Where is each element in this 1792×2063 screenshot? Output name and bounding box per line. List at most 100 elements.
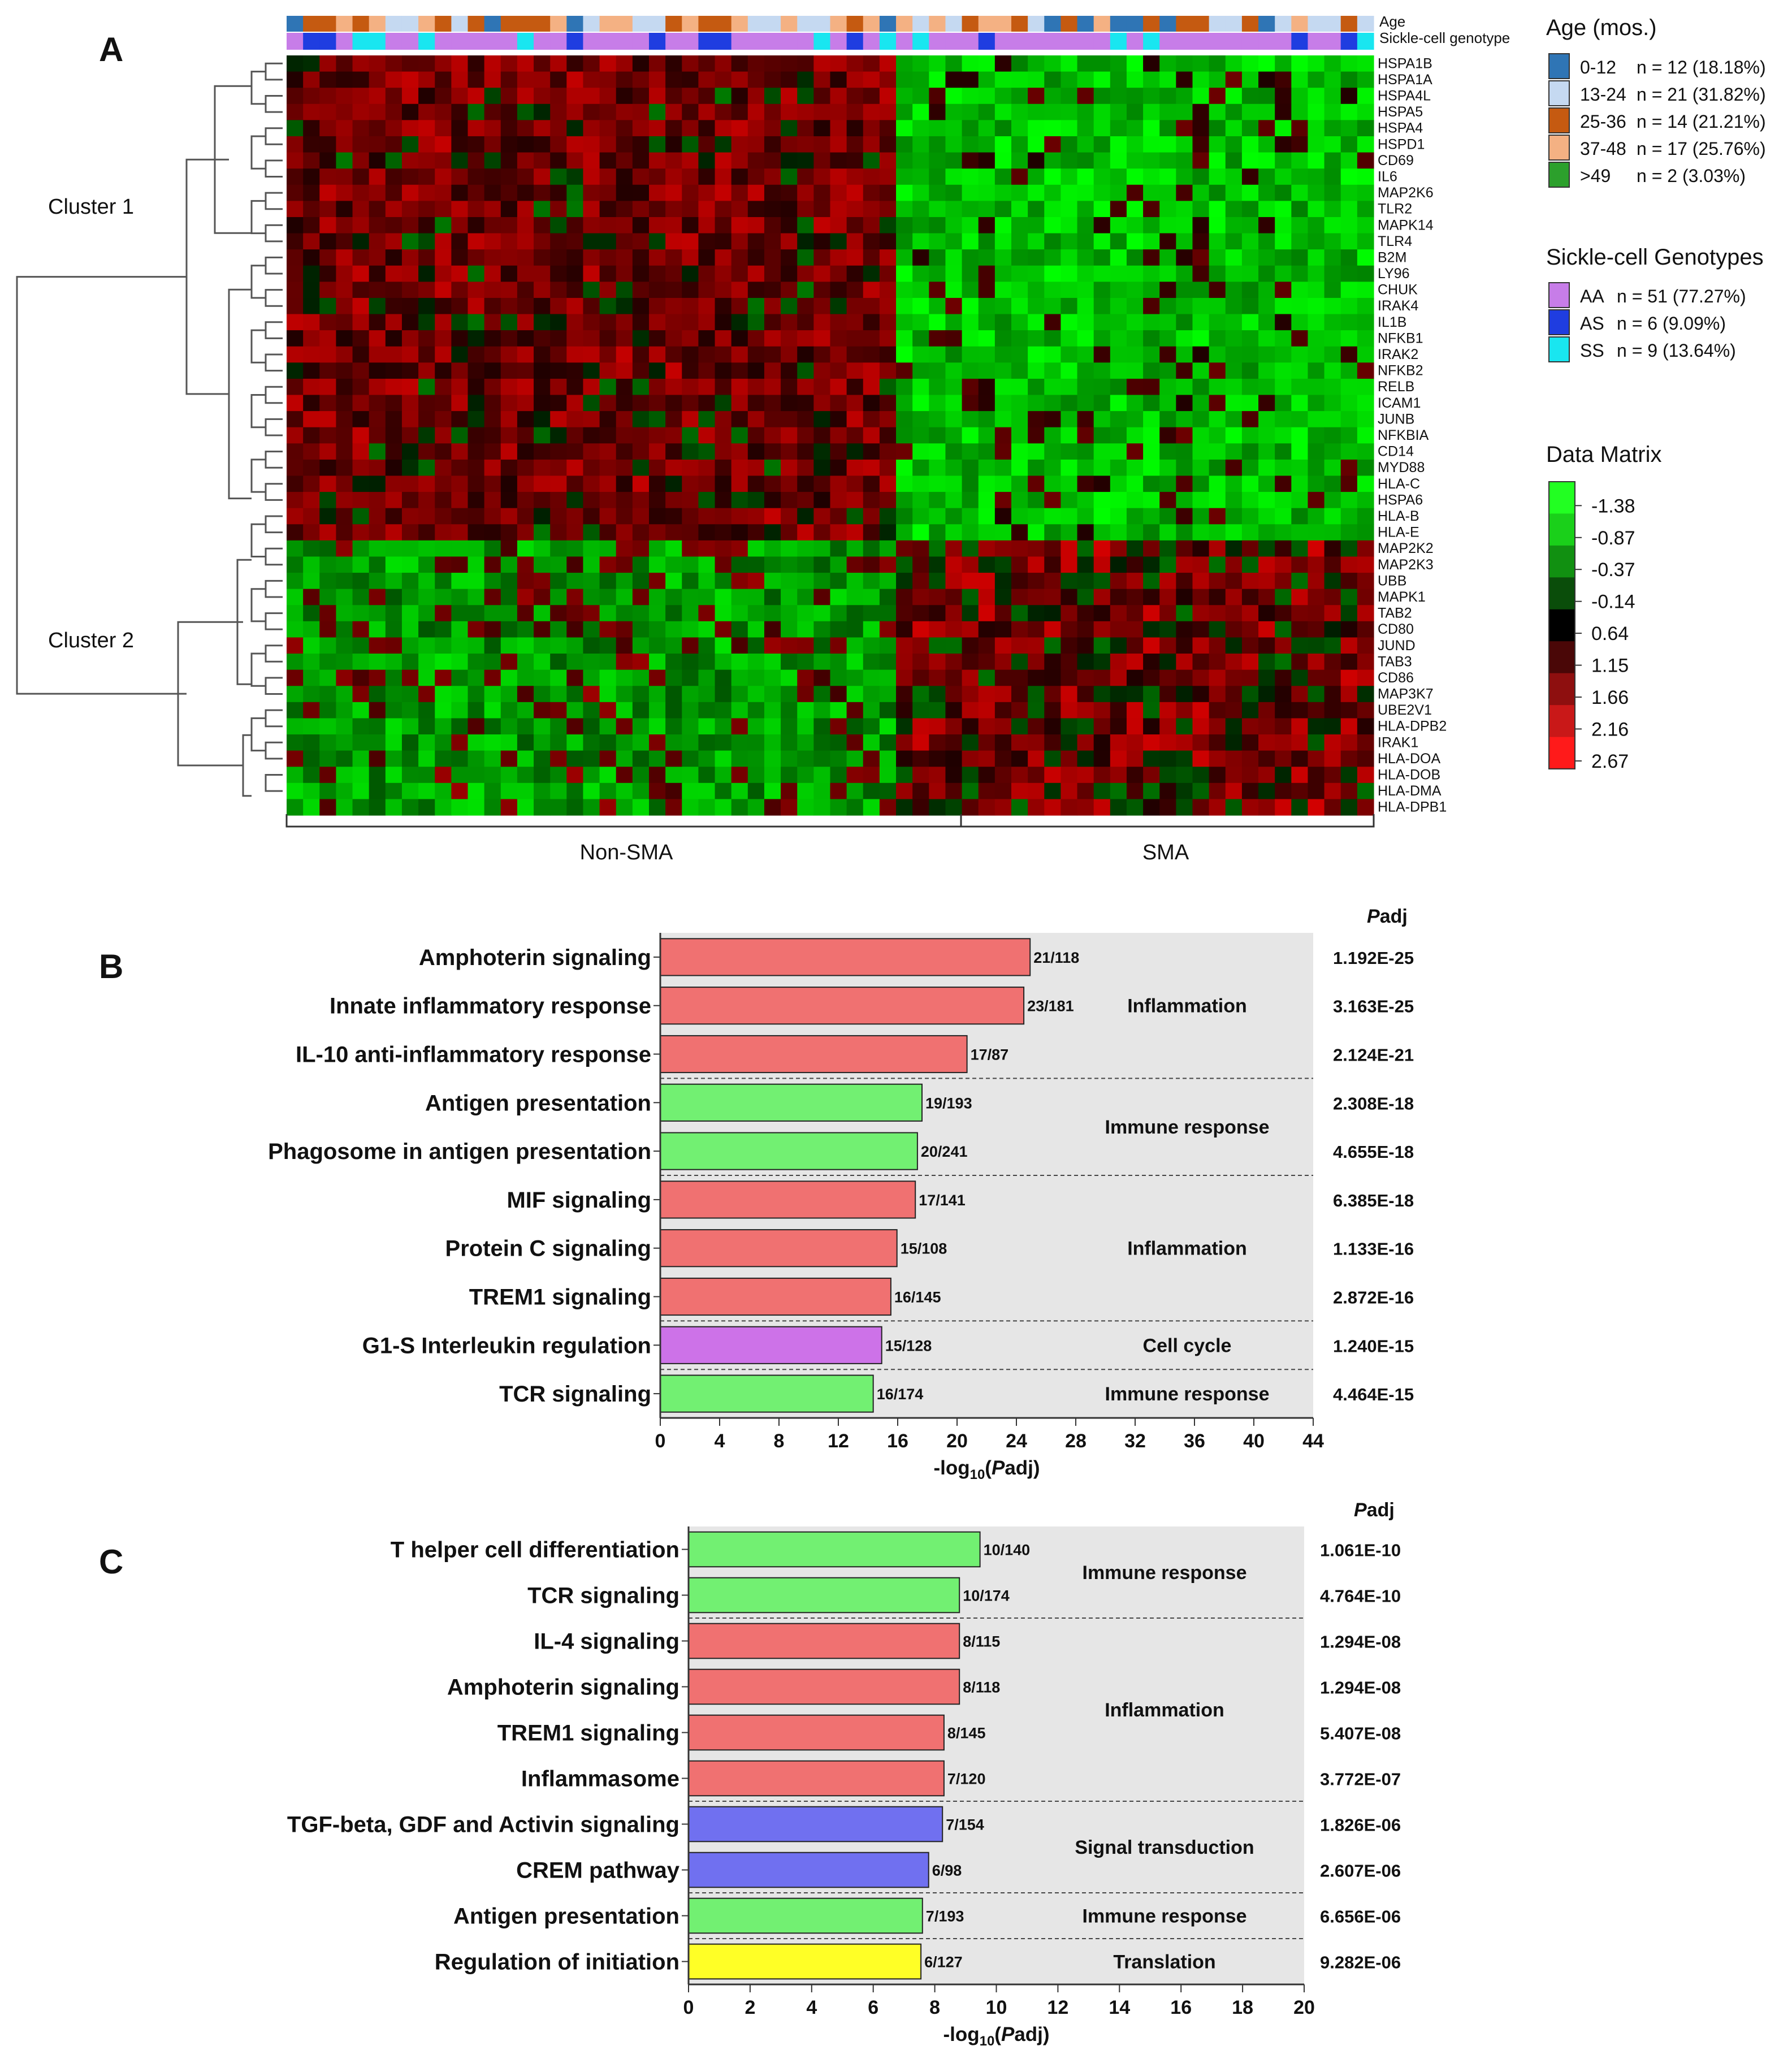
heatmap-cell bbox=[698, 378, 716, 396]
heatmap-cell bbox=[287, 233, 304, 250]
heatmap-cell bbox=[715, 71, 732, 88]
heatmap-cell bbox=[369, 71, 386, 88]
heatmap-cell bbox=[665, 508, 682, 525]
heatmap-cell bbox=[1258, 168, 1275, 185]
genotype-legend-title: Sickle-cell Genotypes bbox=[1546, 245, 1764, 270]
heatmap-cell bbox=[566, 686, 584, 703]
heatmap-cell bbox=[682, 443, 699, 460]
heatmap-cell bbox=[682, 718, 699, 735]
heatmap-cell bbox=[929, 686, 946, 703]
heatmap-cell bbox=[1126, 750, 1144, 767]
heatmap-cell bbox=[550, 249, 567, 266]
heatmap-cell bbox=[369, 605, 386, 622]
heatmap-cell bbox=[896, 782, 913, 800]
heatmap-cell bbox=[813, 378, 831, 396]
heatmap-cell bbox=[1308, 443, 1325, 460]
heatmap-cell bbox=[731, 573, 748, 590]
heatmap-cell bbox=[418, 524, 435, 541]
heatmap-cell bbox=[1340, 621, 1358, 638]
heatmap-cell bbox=[912, 378, 929, 396]
heatmap-cell bbox=[731, 637, 748, 654]
heatmap-cell bbox=[945, 411, 963, 428]
heatmap-cell bbox=[715, 136, 732, 153]
heatmap-cell bbox=[715, 443, 732, 460]
heatmap-cell bbox=[1077, 556, 1094, 573]
heatmap-cell bbox=[319, 362, 337, 379]
padj-value: 2.872E-16 bbox=[1333, 1288, 1414, 1308]
heatmap-cell bbox=[1340, 411, 1358, 428]
heatmap-cell bbox=[287, 297, 304, 315]
heatmap-cell bbox=[401, 799, 419, 816]
heatmap-cell bbox=[1110, 589, 1127, 606]
heatmap-cell bbox=[435, 88, 452, 105]
heatmap-cell bbox=[352, 540, 370, 557]
heatmap-cell bbox=[682, 524, 699, 541]
heatmap-cell bbox=[287, 217, 304, 234]
heatmap-cell bbox=[1176, 702, 1193, 719]
heatmap-cell bbox=[418, 378, 435, 396]
heatmap-cell bbox=[599, 346, 617, 363]
heatmap-cell bbox=[287, 346, 304, 363]
age-annotation-cell bbox=[830, 16, 847, 32]
heatmap-cell bbox=[1077, 508, 1094, 525]
heatmap-cell bbox=[1258, 799, 1275, 816]
age-annotation-cell bbox=[1093, 16, 1111, 32]
heatmap-cell bbox=[863, 265, 880, 282]
heatmap-cell bbox=[962, 395, 979, 412]
x-tick-label: 20 bbox=[1293, 1997, 1315, 2018]
heatmap-cell bbox=[336, 540, 353, 557]
heatmap-cell bbox=[632, 217, 650, 234]
heatmap-cell bbox=[879, 152, 897, 169]
heatmap-cell bbox=[303, 459, 320, 477]
heatmap-cell bbox=[1209, 378, 1226, 396]
heatmap-cell bbox=[336, 621, 353, 638]
heatmap-cell bbox=[830, 734, 847, 751]
heatmap-cell bbox=[534, 217, 551, 234]
heatmap-cell bbox=[813, 346, 831, 363]
heatmap-cell bbox=[534, 55, 551, 72]
heatmap-cell bbox=[1357, 217, 1374, 234]
dendrogram-branch bbox=[265, 289, 283, 307]
heatmap-cell bbox=[319, 136, 337, 153]
heatmap-cell bbox=[912, 782, 929, 800]
heatmap-cell bbox=[517, 297, 534, 315]
heatmap-cell bbox=[715, 314, 732, 331]
heatmap-cell bbox=[929, 184, 946, 201]
heatmap-cell bbox=[1061, 168, 1078, 185]
heatmap-cell bbox=[731, 71, 748, 88]
genotype-annotation-cell bbox=[1110, 33, 1127, 50]
heatmap-cell bbox=[369, 120, 386, 137]
heatmap-cell bbox=[369, 346, 386, 363]
heatmap-cell bbox=[1357, 508, 1374, 525]
heatmap-cell bbox=[797, 346, 814, 363]
heatmap-cell bbox=[1093, 297, 1111, 315]
heatmap-cell bbox=[1308, 459, 1325, 477]
heatmap-cell bbox=[1258, 282, 1275, 299]
heatmap-cell bbox=[649, 136, 666, 153]
genotype-annotation-cell bbox=[912, 33, 929, 50]
heatmap-cell bbox=[401, 136, 419, 153]
heatmap-cell bbox=[764, 524, 781, 541]
heatmap-cell bbox=[1340, 55, 1358, 72]
heatmap-cell bbox=[550, 767, 567, 784]
heatmap-cell bbox=[879, 767, 897, 784]
heatmap-cell bbox=[846, 427, 864, 444]
heatmap-cell bbox=[715, 55, 732, 72]
heatmap-cell bbox=[813, 508, 831, 525]
heatmap-cell bbox=[747, 346, 765, 363]
heatmap-cell bbox=[1126, 605, 1144, 622]
heatmap-cell bbox=[1258, 71, 1275, 88]
heatmap-cell bbox=[1258, 217, 1275, 234]
heatmap-cell bbox=[1028, 55, 1045, 72]
heatmap-cell bbox=[1159, 556, 1176, 573]
gene-label: HSPA6 bbox=[1378, 492, 1423, 508]
heatmap-cell bbox=[1340, 767, 1358, 784]
heatmap-cell bbox=[1308, 686, 1325, 703]
heatmap-cell bbox=[1077, 314, 1094, 331]
dendrogram-branch bbox=[265, 579, 283, 598]
heatmap-cell bbox=[1143, 55, 1160, 72]
heatmap-cell bbox=[1340, 362, 1358, 379]
heatmap-cell bbox=[879, 734, 897, 751]
heatmap-cell bbox=[1011, 767, 1028, 784]
heatmap-cell bbox=[813, 184, 831, 201]
